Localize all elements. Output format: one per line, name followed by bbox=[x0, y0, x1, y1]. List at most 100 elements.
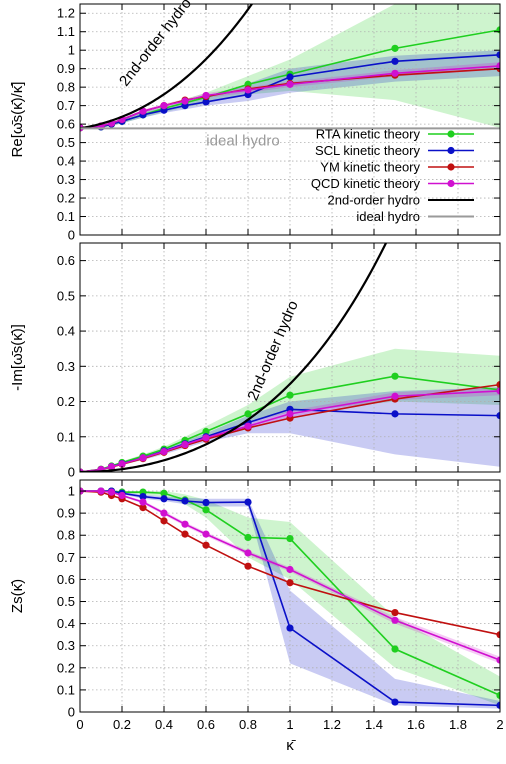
rta-kinetic-theory-band bbox=[80, 4, 500, 128]
rta-kinetic-theory-point bbox=[202, 506, 210, 514]
rta-kinetic-theory-point bbox=[391, 645, 399, 653]
x-tick-label: 0.2 bbox=[113, 717, 131, 732]
ym-kinetic-theory-point bbox=[496, 631, 500, 639]
qcd-kinetic-theory-point bbox=[286, 565, 294, 574]
rta-kinetic-theory-point bbox=[286, 391, 294, 399]
z-panel-frame bbox=[79, 479, 501, 713]
scl-kinetic-theory-point bbox=[496, 412, 500, 420]
rta-kinetic-theory-point bbox=[160, 489, 168, 497]
qcd-kinetic-theory-point bbox=[391, 392, 399, 400]
y-tick-label: 0.7 bbox=[57, 550, 75, 565]
hydro-re-annotation: 2nd-order hydro bbox=[116, 0, 195, 90]
qcd-kinetic-theory-point bbox=[181, 97, 189, 105]
rta-kinetic-theory-point bbox=[391, 44, 399, 52]
y-tick-label: 0.1 bbox=[57, 209, 75, 224]
y-tick-label: 0.9 bbox=[57, 61, 75, 76]
qcd-kinetic-theory-point bbox=[202, 91, 210, 100]
legend-label-scl-kinetic-theory: SCL kinetic theory bbox=[315, 143, 421, 158]
qcd-kinetic-theory-point bbox=[160, 102, 168, 110]
y-tick-label: 0.8 bbox=[57, 80, 75, 95]
im-panel-text: 00.10.20.30.40.50.6-Im[ω̄s(κ̄)] 2nd-order… bbox=[9, 253, 302, 479]
re-panel-frame bbox=[79, 3, 501, 236]
im-panel-frame bbox=[79, 242, 501, 473]
x-tick-label: 1.8 bbox=[449, 717, 467, 732]
rta-kinetic-theory-point bbox=[391, 372, 399, 380]
qcd-kinetic-theory-point bbox=[181, 520, 189, 528]
y-tick-label: 0.3 bbox=[57, 359, 75, 374]
x-tick-label: 1.6 bbox=[407, 717, 425, 732]
scl-kinetic-theory-point bbox=[202, 98, 210, 106]
x-axis-label: κ̄ bbox=[286, 737, 296, 754]
scl-kinetic-theory-point bbox=[496, 51, 500, 59]
x-tick-label: 1 bbox=[286, 717, 293, 732]
x-tick-label: 0.4 bbox=[155, 717, 173, 732]
ym-kinetic-theory-point bbox=[160, 517, 168, 525]
y-tick-label: 0.4 bbox=[57, 154, 75, 169]
y-tick-label: 0.5 bbox=[57, 288, 75, 303]
ym-kinetic-theory-point bbox=[181, 530, 189, 538]
y-tick-label: 0.6 bbox=[57, 117, 75, 132]
qcd-kinetic-theory-point bbox=[107, 488, 116, 496]
scl-kinetic-theory-point bbox=[391, 410, 399, 418]
qcd-kinetic-theory-point bbox=[391, 616, 399, 624]
ym-kinetic-theory-point bbox=[286, 579, 294, 587]
legend-label-2nd-order-hydro: 2nd-order hydro bbox=[328, 193, 421, 208]
legend-label-ym-kinetic-theory: YM kinetic theory bbox=[320, 160, 420, 175]
qcd-kinetic-theory-point bbox=[202, 530, 210, 538]
y-tick-label: 1 bbox=[68, 484, 75, 499]
y-tick-label: 0 bbox=[68, 228, 75, 243]
y-tick-label: 0.1 bbox=[57, 429, 75, 444]
scl-kinetic-theory-band bbox=[80, 387, 500, 472]
scl-kinetic-theory-point bbox=[286, 73, 294, 81]
legend-label-rta-kinetic-theory: RTA kinetic theory bbox=[316, 127, 421, 142]
ym-kinetic-theory-point bbox=[139, 504, 147, 512]
legend-label-ideal-hydro: ideal hydro bbox=[356, 209, 420, 224]
scl-kinetic-theory-point bbox=[181, 497, 189, 505]
y-tick-label: 0.2 bbox=[57, 660, 75, 675]
x-tick-label: 0.6 bbox=[197, 717, 215, 732]
y-tick-label: 0 bbox=[68, 465, 75, 480]
y-tick-label: 0.4 bbox=[57, 324, 75, 339]
qcd-kinetic-theory-point bbox=[244, 422, 252, 430]
y-tick-label: 0.3 bbox=[57, 172, 75, 187]
re-panel-lines bbox=[80, 4, 500, 132]
y-tick-label: 0.2 bbox=[57, 394, 75, 409]
2nd-order-hydro-curve bbox=[80, 243, 388, 472]
legend-marker-qcd-kinetic-theory bbox=[447, 179, 455, 188]
qcd-kinetic-theory-point bbox=[391, 69, 399, 77]
y-tick-label: 1.1 bbox=[57, 24, 75, 39]
y-tick-label: 0.5 bbox=[57, 135, 75, 150]
qcd-kinetic-theory-point bbox=[160, 509, 168, 517]
qcd-kinetic-theory-point bbox=[496, 656, 500, 664]
qcd-kinetic-theory-point bbox=[244, 549, 252, 557]
y-tick-label: 1 bbox=[68, 43, 75, 58]
qcd-kinetic-theory-point bbox=[118, 460, 126, 468]
rta-kinetic-theory-point bbox=[286, 534, 294, 543]
qcd-kinetic-theory-point bbox=[118, 491, 126, 500]
x-tick-label: 1.4 bbox=[365, 717, 383, 732]
y-tick-label: 0.6 bbox=[57, 253, 75, 268]
scl-kinetic-theory-point bbox=[202, 498, 210, 507]
scl-kinetic-theory-point bbox=[286, 624, 294, 632]
qcd-kinetic-theory-point bbox=[181, 440, 189, 449]
scl-kinetic-theory-point bbox=[391, 57, 399, 65]
scl-kinetic-theory-point bbox=[139, 492, 147, 501]
qcd-kinetic-theory-point bbox=[286, 410, 294, 418]
x-tick-label: 1.2 bbox=[323, 717, 341, 732]
rta-kinetic-theory-point bbox=[244, 533, 252, 542]
qcd-kinetic-theory-point bbox=[202, 434, 210, 442]
scl-kinetic-theory-point bbox=[496, 701, 500, 709]
2nd-order-hydro-curve bbox=[80, 4, 254, 130]
qcd-kinetic-theory-point bbox=[107, 463, 116, 471]
z-panel-lines bbox=[80, 487, 500, 709]
ym-kinetic-theory-point bbox=[496, 381, 500, 389]
scl-kinetic-theory-point bbox=[391, 698, 399, 706]
y-tick-label: 0.9 bbox=[57, 506, 75, 521]
qcd-kinetic-theory-point bbox=[286, 80, 294, 88]
re-panel-ylabel: Re[ω̄s(κ̄)/κ̄] bbox=[9, 82, 26, 158]
y-tick-label: 0.8 bbox=[57, 528, 75, 543]
y-tick-label: 0.1 bbox=[57, 682, 75, 697]
y-tick-label: 0.7 bbox=[57, 98, 75, 113]
y-tick-label: 0.2 bbox=[57, 191, 75, 206]
